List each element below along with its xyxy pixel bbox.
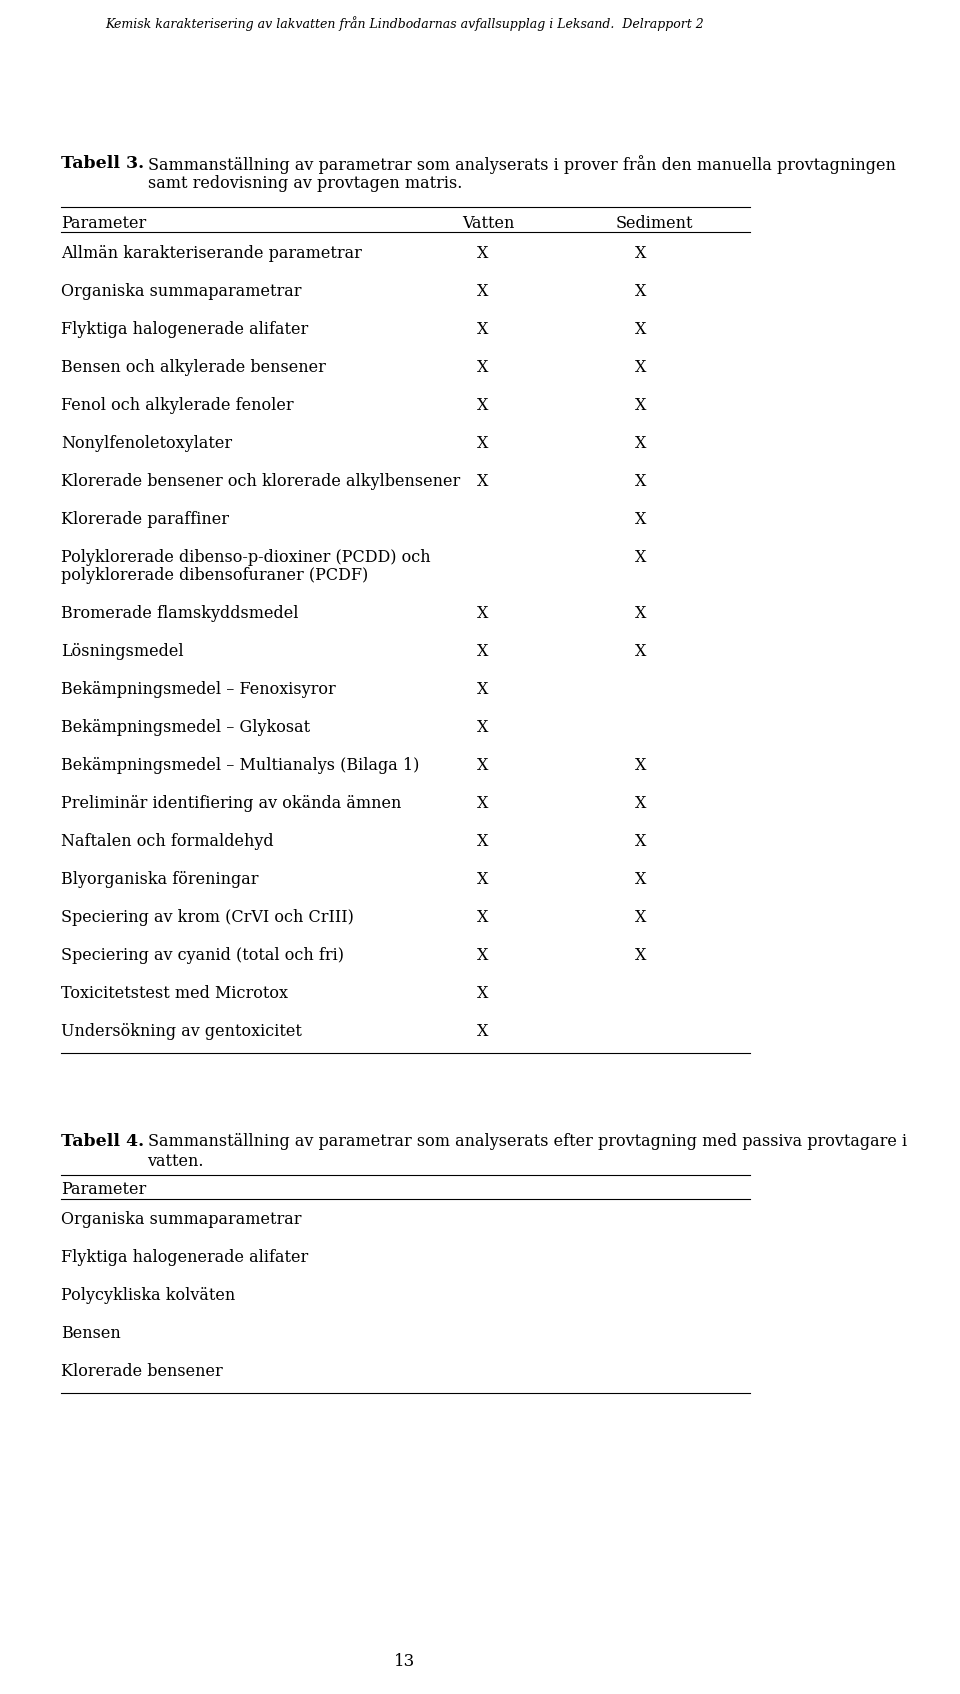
Text: X: X: [635, 871, 646, 888]
Text: Undersökning av gentoxicitet: Undersökning av gentoxicitet: [60, 1023, 301, 1040]
Text: Preliminär identifiering av okända ämnen: Preliminär identifiering av okända ämnen: [60, 794, 401, 811]
Text: X: X: [477, 757, 489, 774]
Text: X: X: [635, 246, 646, 263]
Text: Flyktiga halogenerade alifater: Flyktiga halogenerade alifater: [60, 1248, 308, 1265]
Text: X: X: [635, 435, 646, 452]
Text: Naftalen och formaldehyd: Naftalen och formaldehyd: [60, 833, 274, 850]
Text: Fenol och alkylerade fenoler: Fenol och alkylerade fenoler: [60, 396, 294, 413]
Text: X: X: [635, 549, 646, 566]
Text: Speciering av krom (CrVI och CrIII): Speciering av krom (CrVI och CrIII): [60, 910, 353, 927]
Text: X: X: [635, 283, 646, 300]
Text: vatten.: vatten.: [148, 1154, 204, 1171]
Text: Sammanställning av parametrar som analyserats efter provtagning med passiva prov: Sammanställning av parametrar som analys…: [148, 1133, 906, 1150]
Text: X: X: [477, 246, 489, 263]
Text: X: X: [477, 947, 489, 964]
Text: X: X: [477, 1023, 489, 1040]
Text: Bekämpningsmedel – Fenoxisyror: Bekämpningsmedel – Fenoxisyror: [60, 681, 335, 698]
Text: Klorerade bensener och klorerade alkylbensener: Klorerade bensener och klorerade alkylbe…: [60, 473, 460, 490]
Text: polyklorerade dibensofuraner (PCDF): polyklorerade dibensofuraner (PCDF): [60, 567, 368, 584]
Text: X: X: [477, 605, 489, 622]
Text: X: X: [477, 283, 489, 300]
Text: Blyorganiska föreningar: Blyorganiska föreningar: [60, 871, 258, 888]
Text: X: X: [477, 984, 489, 1001]
Text: Tabell 4.: Tabell 4.: [60, 1133, 144, 1150]
Text: X: X: [635, 512, 646, 529]
Text: Klorerade bensener: Klorerade bensener: [60, 1364, 223, 1381]
Text: X: X: [477, 718, 489, 735]
Text: X: X: [635, 794, 646, 811]
Text: 13: 13: [394, 1653, 416, 1670]
Text: X: X: [477, 910, 489, 927]
Text: X: X: [635, 473, 646, 490]
Text: Parameter: Parameter: [60, 215, 146, 232]
Text: X: X: [635, 396, 646, 413]
Text: Vatten: Vatten: [462, 215, 515, 232]
Text: Parameter: Parameter: [60, 1181, 146, 1198]
Text: Bekämpningsmedel – Multianalys (Bilaga 1): Bekämpningsmedel – Multianalys (Bilaga 1…: [60, 757, 420, 774]
Text: Klorerade paraffiner: Klorerade paraffiner: [60, 512, 228, 529]
Text: Bromerade flamskyddsmedel: Bromerade flamskyddsmedel: [60, 605, 299, 622]
Text: X: X: [477, 871, 489, 888]
Text: Flyktiga halogenerade alifater: Flyktiga halogenerade alifater: [60, 320, 308, 339]
Text: samt redovisning av provtagen matris.: samt redovisning av provtagen matris.: [148, 174, 462, 191]
Text: Bensen och alkylerade bensener: Bensen och alkylerade bensener: [60, 359, 325, 376]
Text: X: X: [477, 644, 489, 661]
Text: Organiska summaparametrar: Organiska summaparametrar: [60, 283, 301, 300]
Text: X: X: [635, 320, 646, 339]
Text: Nonylfenoletoxylater: Nonylfenoletoxylater: [60, 435, 231, 452]
Text: Bekämpningsmedel – Glykosat: Bekämpningsmedel – Glykosat: [60, 718, 310, 735]
Text: X: X: [635, 644, 646, 661]
Text: Organiska summaparametrar: Organiska summaparametrar: [60, 1211, 301, 1228]
Text: Polycykliska kolväten: Polycykliska kolväten: [60, 1287, 235, 1304]
Text: X: X: [477, 435, 489, 452]
Text: Toxicitetstest med Microtox: Toxicitetstest med Microtox: [60, 984, 288, 1001]
Text: X: X: [477, 794, 489, 811]
Text: X: X: [635, 947, 646, 964]
Text: X: X: [635, 910, 646, 927]
Text: Kemisk karakterisering av lakvatten från Lindbodarnas avfallsupplag i Leksand.  : Kemisk karakterisering av lakvatten från…: [106, 15, 704, 30]
Text: Bensen: Bensen: [60, 1325, 120, 1342]
Text: X: X: [635, 757, 646, 774]
Text: X: X: [477, 681, 489, 698]
Text: Tabell 3.: Tabell 3.: [60, 154, 144, 173]
Text: X: X: [635, 833, 646, 850]
Text: X: X: [477, 833, 489, 850]
Text: Speciering av cyanid (total och fri): Speciering av cyanid (total och fri): [60, 947, 344, 964]
Text: Polyklorerade dibenso-p-dioxiner (PCDD) och: Polyklorerade dibenso-p-dioxiner (PCDD) …: [60, 549, 430, 566]
Text: X: X: [477, 473, 489, 490]
Text: X: X: [635, 359, 646, 376]
Text: Sediment: Sediment: [615, 215, 693, 232]
Text: X: X: [477, 396, 489, 413]
Text: X: X: [477, 320, 489, 339]
Text: Sammanställning av parametrar som analyserats i prover från den manuella provtag: Sammanställning av parametrar som analys…: [148, 154, 896, 174]
Text: Allmän karakteriserande parametrar: Allmän karakteriserande parametrar: [60, 246, 362, 263]
Text: X: X: [477, 359, 489, 376]
Text: Lösningsmedel: Lösningsmedel: [60, 644, 183, 661]
Text: X: X: [635, 605, 646, 622]
